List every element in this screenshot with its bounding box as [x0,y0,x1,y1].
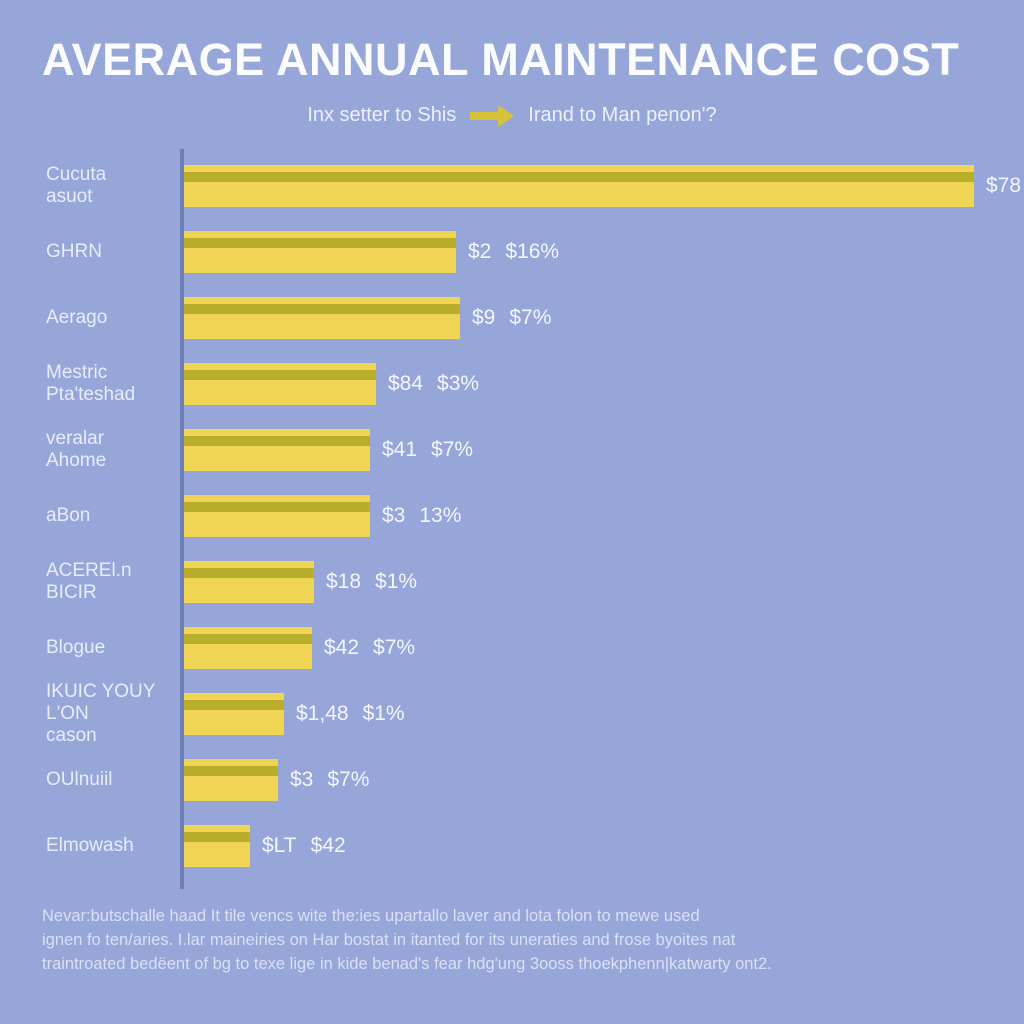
row-label-line1: ACEREl.n [46,560,132,581]
row-value-2: $1% [375,570,417,594]
footnote: Nevar:butschalle haad It tile vencs wite… [42,905,982,977]
row-label-line2: Ahome [46,450,170,472]
bar [184,825,250,867]
footnote-line: traintroated bedëent of bg to texe lige … [42,953,982,977]
row-value-1: $3 [290,768,313,792]
row-value-2: $16% [505,240,559,264]
row-label: GHRN [42,241,170,263]
row-label-line1: GHRN [46,241,102,262]
row-label: Cucutaasuot [42,164,170,208]
row-value-2: $7% [431,438,473,462]
bar [184,495,370,537]
row-value-1: $18 [326,570,361,594]
row-value-1: $1,48 [296,702,349,726]
row-label-line1: Mestric [46,362,107,383]
row-value-2: $42 [311,834,346,858]
bar [184,363,376,405]
row-values: $41 $7% [382,438,473,462]
row-value-1: $42 [324,636,359,660]
bar [184,231,456,273]
row-value-2: $1% [363,702,405,726]
row-value-1: $41 [382,438,417,462]
row-label: IKUIC YOUY L'ONcason [42,681,170,747]
row-value-1: $9 [472,306,495,330]
row-label: Aerago [42,307,170,329]
row-label-line2: BICIR [46,582,170,604]
chart-row: Blogue $42 $7% [42,617,982,679]
row-value-1: $3 [382,504,405,528]
chart-row: Aerago $9 $7% [42,287,982,349]
row-value-2: $7% [373,636,415,660]
chart-row: ACEREl.nBICIR $18 $1% [42,551,982,613]
row-values: $3 13% [382,504,461,528]
legend: Inx setter to Shis Irand to Man penon'? [42,104,982,127]
row-label-line1: aBon [46,505,90,526]
row-label: Blogue [42,637,170,659]
row-label-line1: Aerago [46,307,107,328]
row-values: $1,48 $1% [296,702,405,726]
row-value-2: 13% [419,504,461,528]
row-label: MestricPta'teshad [42,362,170,406]
chart-row: OUlnuiil $3 $7% [42,749,982,811]
row-values: $3 $7% [290,768,369,792]
row-value-2: $7% [509,306,551,330]
chart-row: veralarAhome $41 $7% [42,419,982,481]
row-label-line2: asuot [46,186,170,208]
row-label: veralarAhome [42,428,170,472]
row-label-line1: Cucuta [46,164,106,185]
row-label-line1: Elmowash [46,835,134,856]
row-value-2: $3% [437,372,479,396]
chart-row: Cucutaasuot$78$36% [42,155,982,217]
row-values: $LT $42 [262,834,346,858]
bar-chart: Cucutaasuot$78$36% GHRN $2 $16% Aerago $9 $7% M… [42,149,982,889]
row-label-line1: Blogue [46,637,105,658]
bar [184,759,278,801]
bar [184,429,370,471]
row-values: $2 $16% [468,240,559,264]
bar [184,297,460,339]
row-label: ACEREl.nBICIR [42,560,170,604]
row-values: $18 $1% [326,570,417,594]
legend-left-text: Inx setter to Shis [307,104,456,127]
row-values: $9 $7% [472,306,551,330]
chart-row: GHRN $2 $16% [42,221,982,283]
row-value-1: $84 [388,372,423,396]
chart-row: Elmowash $LT $42 [42,815,982,877]
arrow-right-icon [470,105,514,127]
bar [184,561,314,603]
bar [184,693,284,735]
row-label-line1: OUlnuiil [46,769,113,790]
row-label-line1: veralar [46,428,104,449]
row-label: aBon [42,505,170,527]
bar [184,627,312,669]
row-label: Elmowash [42,835,170,857]
row-value-2: $7% [327,768,369,792]
row-value-1: $2 [468,240,491,264]
row-label-line2: Pta'teshad [46,384,170,406]
row-values: $84 $3% [388,372,479,396]
row-label: OUlnuiil [42,769,170,791]
row-value-1: $78 [986,174,1021,198]
chart-row: IKUIC YOUY L'ONcason $1,48 $1% [42,683,982,745]
legend-right-text: Irand to Man penon'? [528,104,716,127]
row-values: $78$36% [986,174,1024,198]
row-value-1: $LT [262,834,297,858]
chart-row: aBon $3 13% [42,485,982,547]
footnote-line: Nevar:butschalle haad It tile vencs wite… [42,905,982,929]
footnote-line: ignen fo ten/aries. I.lar maineiries on … [42,929,982,953]
bar [184,165,974,207]
chart-title: AVERAGE ANNUAL MAINTENANCE COST [42,34,982,86]
row-label-line1: IKUIC YOUY L'ON [46,681,155,724]
chart-row: MestricPta'teshad $84 $3% [42,353,982,415]
row-values: $42 $7% [324,636,415,660]
row-label-line2: cason [46,725,170,747]
